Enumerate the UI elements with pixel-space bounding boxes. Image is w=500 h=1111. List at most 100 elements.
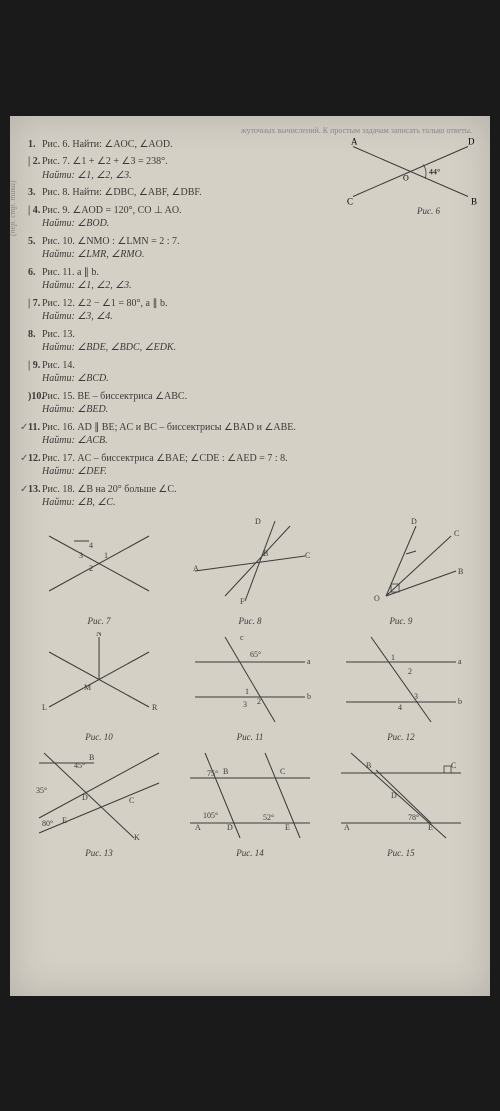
problem-text: Рис. 6. Найти: ∠AOC, ∠AOD. bbox=[42, 139, 173, 150]
problem-number: 11. bbox=[28, 421, 40, 435]
problem-find: Найти: ∠1, ∠2, ∠3. bbox=[42, 170, 132, 181]
svg-text:B: B bbox=[223, 767, 228, 776]
svg-text:80°: 80° bbox=[42, 819, 53, 828]
problem-find: Найти: ∠BOD. bbox=[42, 218, 109, 229]
figure-caption: Рис. 7 bbox=[28, 616, 170, 626]
problem-number: 12. bbox=[28, 452, 41, 466]
svg-text:b: b bbox=[458, 697, 462, 706]
svg-text:C: C bbox=[129, 796, 134, 805]
figures-row: 1234Рис. 7ABCDFРис. 8ODCBРис. 9 bbox=[28, 516, 472, 626]
figure-cell: 65°123abcРис. 11 bbox=[179, 632, 321, 742]
svg-text:B: B bbox=[263, 549, 268, 558]
svg-text:B: B bbox=[89, 753, 94, 762]
svg-text:78°: 78° bbox=[408, 813, 419, 822]
svg-text:N: N bbox=[96, 632, 102, 638]
problem-find: Найти: ∠BCD. bbox=[42, 373, 109, 384]
problem-11: 11.Рис. 16. AD ∥ BE; AC и BC – биссектри… bbox=[28, 421, 472, 448]
svg-text:1: 1 bbox=[245, 687, 249, 696]
svg-text:A: A bbox=[195, 823, 201, 832]
problem-6: 6.Рис. 11. a ∥ b.Найти: ∠1, ∠2, ∠3. bbox=[28, 266, 472, 293]
svg-text:75°: 75° bbox=[207, 769, 218, 778]
problem-text: Рис. 15. BE – биссектриса ∠ABC. bbox=[42, 391, 187, 402]
problems-list: 1.Рис. 6. Найти: ∠AOC, ∠AOD.| 2.Рис. 7. … bbox=[28, 138, 472, 510]
figures-grid: 1 2 3 4 Рис. 7 A B C D F Рис. 8 ODCBРис. 9 N L M R Рис. … bbox=[28, 516, 472, 858]
figures-row: NLMRРис. 1065°123abcРис. 112341abРис. 12 bbox=[28, 632, 472, 742]
figure-cell: 1234Рис. 7 bbox=[28, 516, 170, 626]
problem-text: Рис. 14. bbox=[42, 360, 75, 371]
problem-number: | 9. bbox=[28, 359, 40, 373]
svg-text:C: C bbox=[305, 551, 310, 560]
figure-cell: A B C D F Рис. 8 bbox=[179, 516, 321, 626]
problem-find: Найти: ∠DEF. bbox=[42, 466, 107, 477]
textbook-page: жуточных вычислений. К простым задачам з… bbox=[10, 116, 490, 996]
svg-text:35°: 35° bbox=[36, 786, 47, 795]
svg-text:2: 2 bbox=[89, 564, 93, 573]
problem-7: | 7.Рис. 12. ∠2 − ∠1 = 80°, a ∥ b.Найти:… bbox=[28, 297, 472, 324]
svg-text:3: 3 bbox=[414, 692, 418, 701]
problem-number: 1. bbox=[28, 138, 36, 152]
figure-caption: Рис. 15 bbox=[330, 848, 472, 858]
svg-text:52°: 52° bbox=[263, 813, 274, 822]
figure-cell: ODCBРис. 9 bbox=[330, 516, 472, 626]
problem-number: 6. bbox=[28, 266, 36, 280]
figure-caption: Рис. 10 bbox=[28, 732, 170, 742]
svg-text:4: 4 bbox=[89, 541, 93, 550]
svg-text:a: a bbox=[458, 657, 462, 666]
problem-number: 13. bbox=[28, 483, 41, 497]
svg-text:E: E bbox=[428, 823, 433, 832]
problem-10: )10.Рис. 15. BE – биссектриса ∠ABC. Найти… bbox=[28, 390, 472, 417]
figure-cell: 75°105°52°BCDEAРис. 14 bbox=[179, 748, 321, 858]
problem-number: 5. bbox=[28, 235, 36, 249]
svg-text:b: b bbox=[307, 692, 311, 701]
svg-text:C: C bbox=[451, 761, 456, 770]
problem-12: 12.Рис. 17. AC – биссектриса ∠BAE; ∠CDE … bbox=[28, 452, 472, 479]
svg-text:C: C bbox=[280, 767, 285, 776]
figure-cell: 35°45°80°BCDKEРис. 13 bbox=[28, 748, 170, 858]
problem-find: Найти: ∠LMR, ∠RMO. bbox=[42, 249, 144, 260]
svg-text:M: M bbox=[84, 683, 91, 692]
svg-text:c: c bbox=[240, 633, 244, 642]
problem-9: | 9.Рис. 14. Найти: ∠BCD. bbox=[28, 359, 472, 386]
problem-find: Найти: ∠BED. bbox=[42, 404, 108, 415]
problem-find: Найти: ∠1, ∠2, ∠3. bbox=[42, 280, 132, 291]
problem-find: Найти: ∠BDE, ∠BDC, ∠EDK. bbox=[42, 342, 176, 353]
svg-text:D: D bbox=[391, 791, 397, 800]
problem-5: 5.Рис. 10. ∠NMO : ∠LMN = 2 : 7.Найти: ∠L… bbox=[28, 235, 472, 262]
figure-cell: 78°BCAEDРис. 15 bbox=[330, 748, 472, 858]
problem-number: 8. bbox=[28, 328, 36, 342]
problem-text: Рис. 18. ∠B на 20° больше ∠C. bbox=[42, 484, 177, 495]
svg-text:E: E bbox=[285, 823, 290, 832]
svg-text:65°: 65° bbox=[250, 650, 261, 659]
problem-text: Рис. 8. Найти: ∠DBC, ∠ABF, ∠DBF. bbox=[42, 187, 202, 198]
problem-number: | 7. bbox=[28, 297, 40, 311]
problem-text: Рис. 17. AC – биссектриса ∠BAE; ∠CDE : ∠… bbox=[42, 453, 288, 464]
problem-3: 3.Рис. 8. Найти: ∠DBC, ∠ABF, ∠DBF. bbox=[28, 186, 472, 200]
svg-text:L: L bbox=[42, 703, 47, 712]
svg-text:1: 1 bbox=[391, 653, 395, 662]
svg-text:1: 1 bbox=[104, 551, 108, 560]
svg-text:A: A bbox=[193, 564, 199, 573]
problem-number: )10. bbox=[28, 390, 44, 404]
svg-text:a: a bbox=[307, 657, 311, 666]
figure-cell: N L M R Рис. 10 bbox=[28, 632, 170, 742]
figure-caption: Рис. 12 bbox=[330, 732, 472, 742]
problem-number: | 4. bbox=[28, 204, 40, 218]
svg-text:105°: 105° bbox=[203, 811, 218, 820]
svg-text:D: D bbox=[411, 517, 417, 526]
svg-text:E: E bbox=[62, 816, 67, 825]
problem-8: 8.Рис. 13.Найти: ∠BDE, ∠BDC, ∠EDK. bbox=[28, 328, 472, 355]
problem-4: | 4.Рис. 9. ∠AOD = 120°, CO ⊥ AO.Найти: … bbox=[28, 204, 472, 231]
svg-text:F: F bbox=[240, 597, 245, 606]
figure-caption: Рис. 8 bbox=[179, 616, 321, 626]
svg-text:4: 4 bbox=[398, 703, 402, 712]
figure-caption: Рис. 14 bbox=[179, 848, 321, 858]
problem-13: 13.Рис. 18. ∠B на 20° больше ∠C.Найти: ∠… bbox=[28, 483, 472, 510]
problem-1: 1. Рис. 6. Найти: ∠AOC, ∠AOD. bbox=[28, 138, 472, 152]
svg-text:3: 3 bbox=[243, 700, 247, 709]
problem-text: Рис. 16. AD ∥ BE; AC и BC – биссектрисы … bbox=[42, 422, 296, 433]
problem-text: Рис. 7. ∠1 + ∠2 + ∠3 = 238°. bbox=[42, 156, 168, 167]
svg-text:D: D bbox=[82, 793, 88, 802]
svg-text:D: D bbox=[255, 517, 261, 526]
svg-text:R: R bbox=[152, 703, 158, 712]
svg-text:B: B bbox=[366, 761, 371, 770]
